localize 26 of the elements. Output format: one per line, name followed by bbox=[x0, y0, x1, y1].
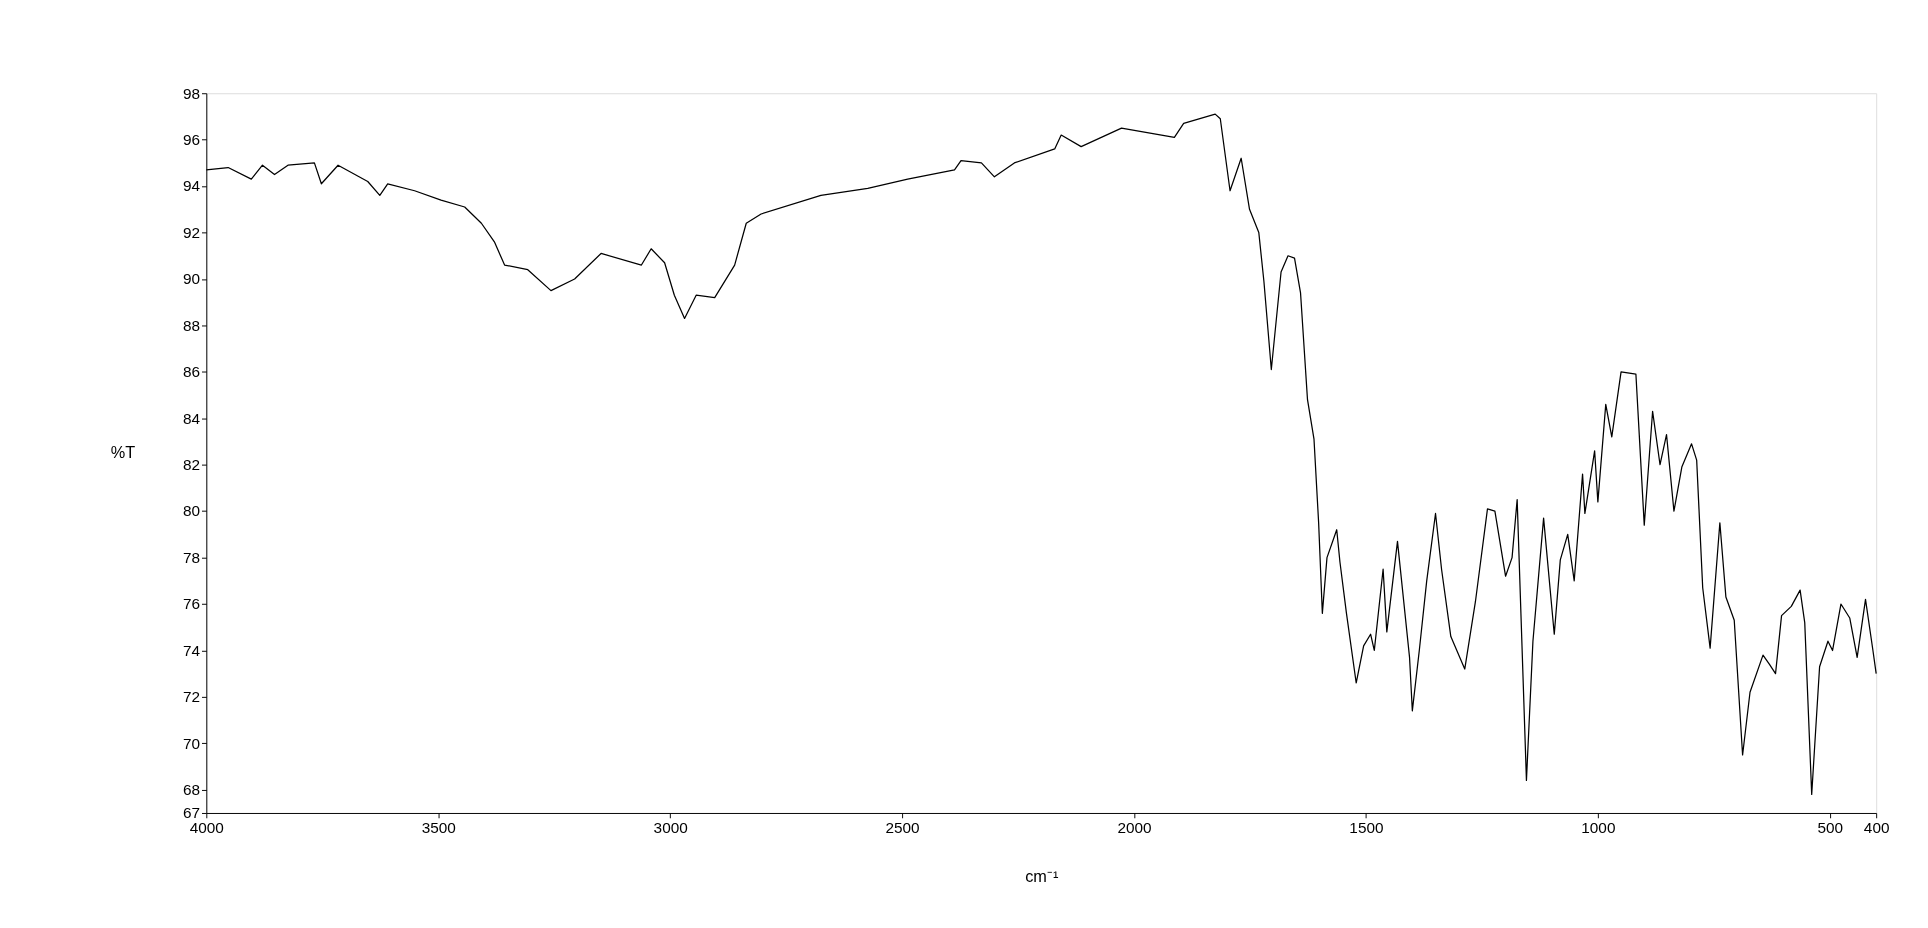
y-tick-label: 84 bbox=[183, 409, 201, 427]
x-tick-label: 400 bbox=[1863, 818, 1890, 836]
x-tick-label: 2500 bbox=[885, 818, 920, 836]
y-tick-label: 80 bbox=[183, 502, 201, 520]
y-tick-label: 68 bbox=[183, 781, 201, 799]
x-tick-label: 3500 bbox=[421, 818, 456, 836]
y-tick-label: 86 bbox=[183, 363, 201, 381]
x-tick-label: 1000 bbox=[1581, 818, 1616, 836]
x-tick-label: 2000 bbox=[1117, 818, 1152, 836]
y-axis-title: %T bbox=[110, 443, 136, 462]
y-tick-label: 74 bbox=[183, 641, 201, 659]
y-tick-label: 92 bbox=[183, 223, 201, 241]
x-axis-title: cm⁻¹ bbox=[1025, 866, 1059, 885]
y-tick-label: 70 bbox=[183, 734, 201, 752]
y-tick-label: 90 bbox=[183, 270, 201, 288]
y-tick-label: 72 bbox=[183, 688, 201, 706]
x-tick-label: 1500 bbox=[1349, 818, 1384, 836]
y-tick-label: 88 bbox=[183, 316, 201, 334]
y-tick-label: 82 bbox=[183, 456, 201, 474]
y-tick-label: 78 bbox=[183, 548, 201, 566]
y-tick-label: 76 bbox=[183, 595, 201, 613]
x-tick-label: 500 bbox=[1817, 818, 1844, 836]
y-tick-label: 94 bbox=[183, 177, 201, 195]
y-tick-label: 98 bbox=[183, 84, 201, 102]
x-tick-label: 3000 bbox=[653, 818, 688, 836]
y-tick-label: 96 bbox=[183, 130, 201, 148]
